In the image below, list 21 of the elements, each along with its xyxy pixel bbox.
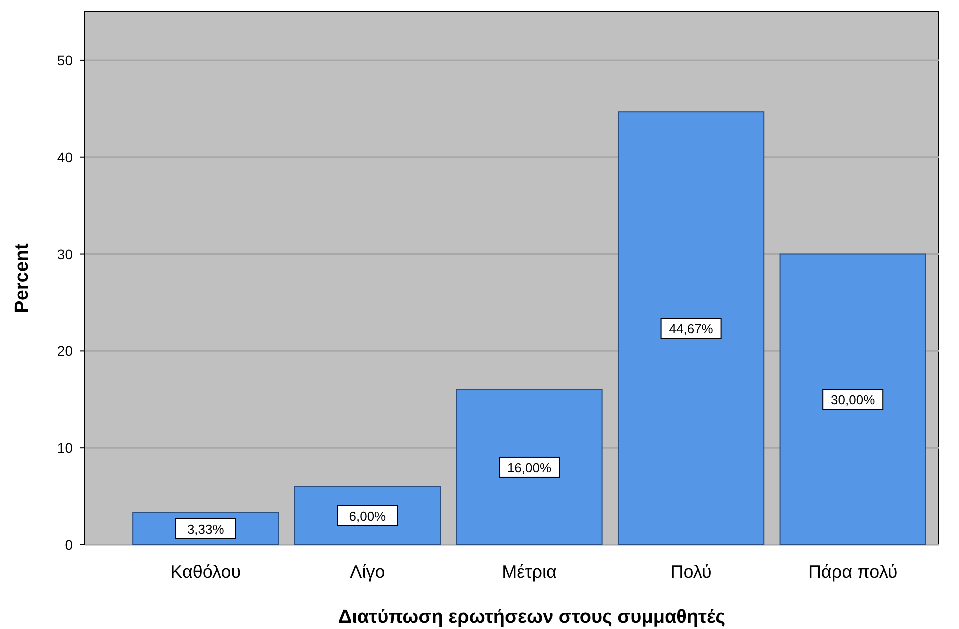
y-tick-label: 30	[57, 246, 74, 262]
x-axis-title: Διατύπωση ερωτήσεων στους συμμαθητές	[338, 607, 726, 628]
y-tick-label: 50	[57, 52, 74, 68]
x-tick-label: Λίγο	[350, 562, 386, 582]
x-tick-label: Μέτρια	[502, 562, 557, 582]
bar	[780, 254, 926, 546]
data-label: 44,67%	[669, 322, 714, 337]
x-tick-label: Πολύ	[670, 562, 712, 582]
y-tick-label: 20	[57, 343, 74, 360]
data-label: 6,00%	[349, 508, 387, 524]
x-tick-label: Πάρα πολύ	[808, 562, 898, 582]
data-label: 3,33%	[187, 522, 225, 537]
y-axis-title: Percent	[12, 242, 33, 314]
data-label: 16,00%	[507, 460, 552, 476]
data-label: 30,00%	[831, 392, 876, 408]
y-tick-label: 0	[65, 537, 74, 553]
y-tick-label: 10	[57, 440, 74, 456]
bar	[618, 112, 765, 546]
bar	[456, 389, 603, 546]
y-tick-label: 40	[57, 149, 74, 166]
x-tick-label: Καθόλου	[170, 562, 242, 582]
